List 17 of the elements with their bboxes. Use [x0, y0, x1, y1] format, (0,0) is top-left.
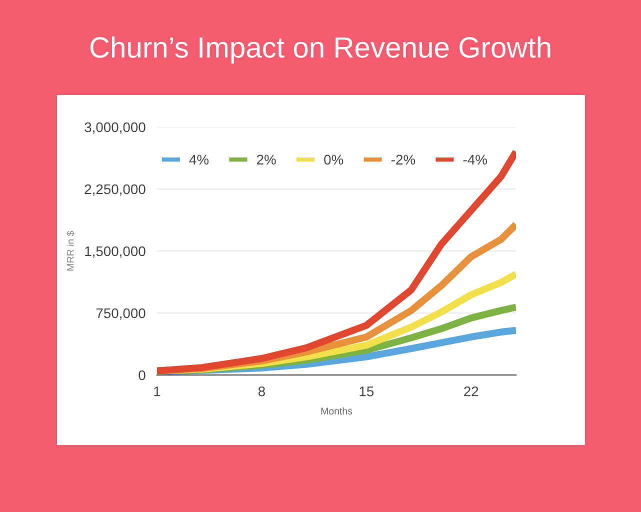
y-tick-label: 3,000,000 — [84, 122, 146, 134]
legend-label: 2% — [256, 154, 276, 165]
x-tick-label: 8 — [258, 386, 265, 396]
chart-title: Churn’s Impact on Revenue Growth — [90, 36, 550, 64]
legend-label: -4% — [463, 154, 487, 165]
x-axis-title: Months — [321, 407, 352, 415]
y-tick-label: 750,000 — [96, 308, 146, 320]
legend-label: -2% — [391, 154, 416, 165]
x-tick-label: 15 — [360, 386, 374, 396]
y-tick-label: 0 — [138, 370, 146, 380]
x-tick-label: 1 — [154, 386, 160, 396]
x-tick-label: 22 — [464, 386, 478, 396]
y-tick-label: 2,250,000 — [84, 184, 146, 196]
legend-label: 0% — [324, 154, 344, 165]
y-tick-label: 1,500,000 — [85, 246, 146, 258]
legend-label: 4% — [189, 154, 209, 165]
y-axis-title: MRR in $ — [66, 230, 74, 270]
